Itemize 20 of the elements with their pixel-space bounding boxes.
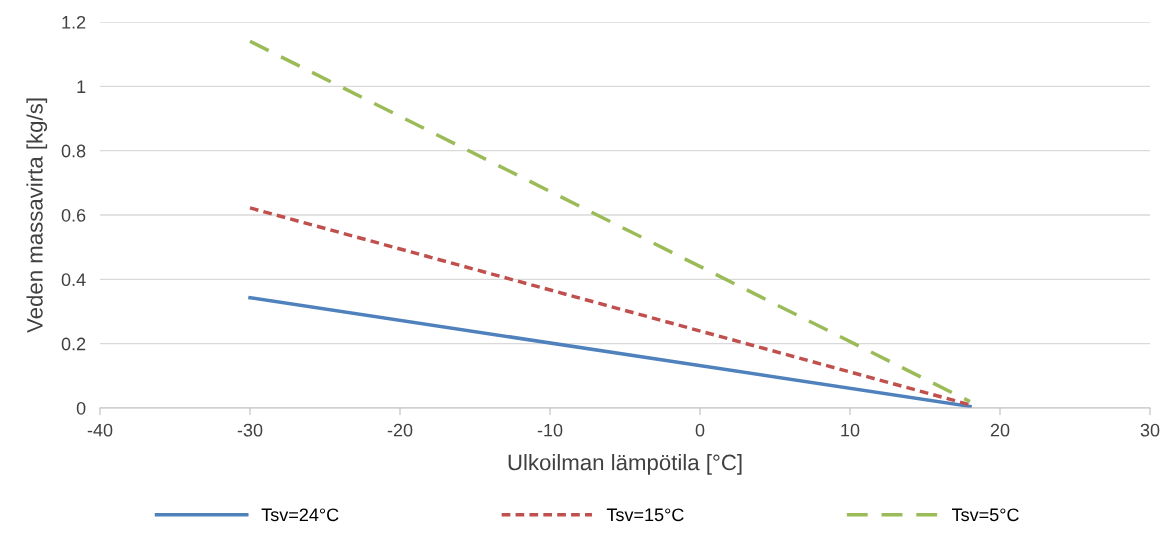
y-tick-label: 0.2 (61, 337, 86, 351)
y-tick-label: 0 (76, 401, 86, 415)
x-tick-label: -30 (237, 423, 263, 437)
legend-label: Tsv=15°C (606, 508, 684, 522)
y-tick-label: 1 (77, 80, 86, 93)
y-tick-label: 0.6 (61, 208, 86, 222)
y-tick-label: 0.4 (61, 273, 86, 287)
x-tick-label: 0 (695, 423, 705, 437)
x-tick-label: -40 (87, 423, 113, 437)
x-tick-label: 10 (841, 423, 860, 437)
x-tick-label: -10 (537, 423, 563, 437)
x-axis-title: Ulkoilman lämpötila [°C] (508, 454, 742, 475)
y-tick-label: 0.8 (61, 144, 86, 158)
y-axis-title: Veden massavirta [kg/s] (26, 98, 48, 333)
legend-label: Tsv=24°C (261, 508, 339, 522)
legend-label: Tsv=5°C (951, 508, 1019, 522)
y-tick-label: 1.2 (62, 15, 86, 29)
x-tick-label: -20 (387, 423, 413, 437)
x-tick-label: 30 (1140, 423, 1160, 437)
x-tick-label: 20 (990, 423, 1010, 437)
